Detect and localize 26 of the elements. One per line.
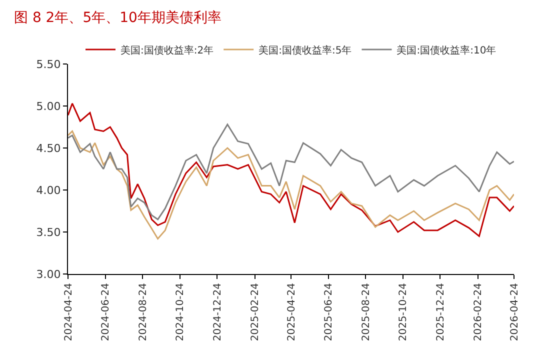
chart-title: 图 8 2年、5年、10年期美债利率 xyxy=(14,10,222,26)
y-tick-label: 4.00 xyxy=(36,184,61,197)
line-series xyxy=(68,102,514,237)
line-series xyxy=(68,130,514,240)
y-tick-label: 3.50 xyxy=(36,226,61,239)
x-tick-label: 2024-10-24 xyxy=(175,283,186,342)
x-tick-label: 2025-06-24 xyxy=(324,283,335,342)
x-tick-label: 2025-08-24 xyxy=(360,283,372,342)
x-tick-label: 2024-08-24 xyxy=(138,283,149,342)
x-tick-label: 2025-04-24 xyxy=(286,283,298,342)
x-tick-label: 2024-06-24 xyxy=(100,283,112,342)
y-tick-label: 3.00 xyxy=(36,268,61,281)
x-tick-label: 2026-02-24 xyxy=(473,283,484,342)
legend-label: 美国:国债收益率:10年 xyxy=(396,44,496,56)
y-tick-label: 4.50 xyxy=(36,142,61,155)
line-series xyxy=(68,124,514,220)
y-tick-label: 5.00 xyxy=(36,100,61,113)
legend-label: 美国:国债收益率:2年 xyxy=(120,44,214,56)
x-tick-label: 2024-12-24 xyxy=(212,283,224,342)
legend-label: 美国:国债收益率:5年 xyxy=(258,44,352,56)
x-tick-label: 2025-02-24 xyxy=(250,283,262,342)
x-tick-label: 2025-10-24 xyxy=(398,283,410,342)
x-tick-label: 2026-04-24 xyxy=(509,283,520,342)
y-tick-label: 5.50 xyxy=(36,58,61,71)
x-tick-label: 2025-12-24 xyxy=(435,283,446,342)
x-tick-label: 2024-04-24 xyxy=(63,283,74,342)
